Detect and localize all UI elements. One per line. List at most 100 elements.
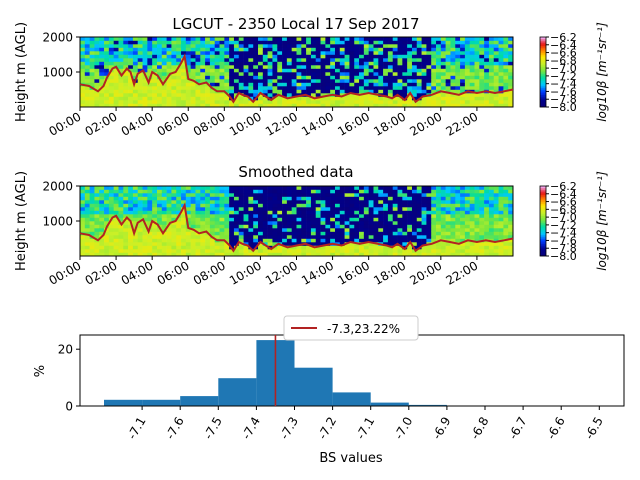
heatmap-cell — [450, 72, 456, 76]
heatmap-cell — [176, 242, 182, 246]
heatmap-cell — [363, 89, 369, 94]
heatmap-cell — [200, 224, 206, 229]
heatmap-cell — [484, 245, 490, 250]
heatmap-cell — [344, 235, 350, 239]
heatmap-cell — [479, 75, 485, 80]
heatmap-cell — [383, 210, 389, 215]
heatmap-cell — [128, 224, 134, 229]
heatmap-cell — [445, 238, 451, 243]
heatmap-cell — [161, 207, 167, 211]
heatmap-cell — [185, 210, 191, 215]
heatmap-cell — [89, 210, 95, 215]
heatmap-cell — [89, 193, 95, 197]
heatmap-cell — [185, 93, 191, 97]
heatmap-cell — [205, 79, 211, 83]
heatmap-cell — [373, 82, 379, 87]
heatmap-cell — [368, 207, 374, 211]
heatmap-cell — [508, 51, 514, 55]
heatmap-cell — [99, 44, 105, 48]
heatmap-cell — [493, 51, 499, 55]
heatmap-cell — [238, 252, 244, 257]
heatmap-cell — [310, 207, 317, 211]
heatmap-cell — [392, 200, 398, 204]
heatmap-cell — [378, 186, 384, 190]
heatmap-cell — [301, 89, 307, 94]
heatmap-cell — [118, 200, 124, 204]
heatmap-cell — [508, 245, 514, 250]
heatmap-cell — [200, 86, 206, 90]
heatmap-cell — [181, 96, 187, 101]
heatmap-cell — [171, 44, 177, 48]
heatmap-cell — [238, 249, 244, 253]
heatmap-cell — [503, 242, 509, 246]
heatmap-cell — [118, 61, 124, 66]
heatmap-cell — [334, 58, 341, 62]
heatmap-cell — [147, 93, 153, 97]
heatmap-cell — [142, 44, 148, 48]
heatmap-cell — [416, 252, 422, 257]
x-tick-label: 22:00 — [443, 258, 480, 287]
heatmap-cell — [137, 75, 143, 80]
heatmap-cell — [334, 245, 341, 250]
panel1-y-axis-label: Height m (AGL) — [14, 22, 29, 122]
heatmap-cell — [185, 89, 191, 94]
y-tick-label: 1000 — [42, 215, 73, 229]
heatmap-cell — [354, 96, 360, 101]
colorbar-segment — [540, 94, 546, 97]
heatmap-cell — [306, 221, 312, 225]
heatmap-cell — [508, 193, 514, 197]
heatmap-cell — [161, 235, 167, 239]
colorbar-segment — [540, 101, 546, 104]
colorbar-segment — [540, 80, 546, 83]
x-tick-label: 00:00 — [47, 109, 84, 138]
heatmap-cell — [306, 44, 312, 48]
heatmap-cell — [94, 224, 100, 229]
heatmap-cell — [147, 196, 153, 201]
heatmap-cell — [80, 200, 86, 204]
heatmap-cell — [142, 224, 148, 229]
heatmap-cell — [282, 189, 288, 194]
heatmap-cell — [508, 203, 514, 208]
heatmap-cell — [402, 221, 408, 225]
heatmap-cell — [508, 207, 514, 211]
heatmap-cell — [113, 189, 119, 194]
heatmap-cell — [339, 189, 345, 194]
heatmap-cell — [209, 189, 216, 194]
heatmap-cell — [104, 58, 110, 62]
heatmap-cell — [450, 103, 456, 108]
heatmap-cell — [291, 189, 297, 194]
heatmap-cell — [137, 40, 143, 45]
heatmap-cell — [132, 238, 139, 243]
heatmap-cell — [229, 93, 235, 97]
heatmap-cell — [104, 196, 110, 201]
heatmap-cell — [330, 75, 336, 80]
heatmap-cell — [330, 203, 336, 208]
heatmap-cell — [431, 238, 437, 243]
heatmap-cell — [171, 100, 177, 104]
heatmap-cell — [267, 75, 273, 80]
heatmap-cell — [503, 37, 509, 41]
heatmap-cell — [325, 100, 331, 104]
heatmap-cell — [508, 100, 514, 104]
heatmap-cell — [190, 82, 196, 87]
heatmap-cell — [176, 47, 182, 52]
heatmap-cell — [498, 68, 504, 73]
heatmap-cell — [387, 93, 394, 97]
heatmap-cell — [128, 214, 134, 218]
heatmap-cell — [171, 75, 177, 80]
heatmap-cell — [277, 203, 283, 208]
heatmap-cell — [147, 54, 153, 59]
heatmap-cell — [397, 245, 403, 250]
heatmap-cell — [132, 44, 139, 48]
heatmap-cell — [205, 238, 211, 243]
heatmap-cell — [320, 103, 326, 108]
colorbar-segment — [540, 93, 546, 96]
heatmap-cell — [152, 189, 158, 194]
heatmap-cell — [205, 249, 211, 253]
heatmap-cell — [354, 224, 360, 229]
heatmap-cell — [142, 189, 148, 194]
heatmap-cell — [421, 61, 427, 66]
heatmap-cell — [498, 207, 504, 211]
heatmap-cell — [142, 96, 148, 101]
heatmap-cell — [387, 207, 394, 211]
